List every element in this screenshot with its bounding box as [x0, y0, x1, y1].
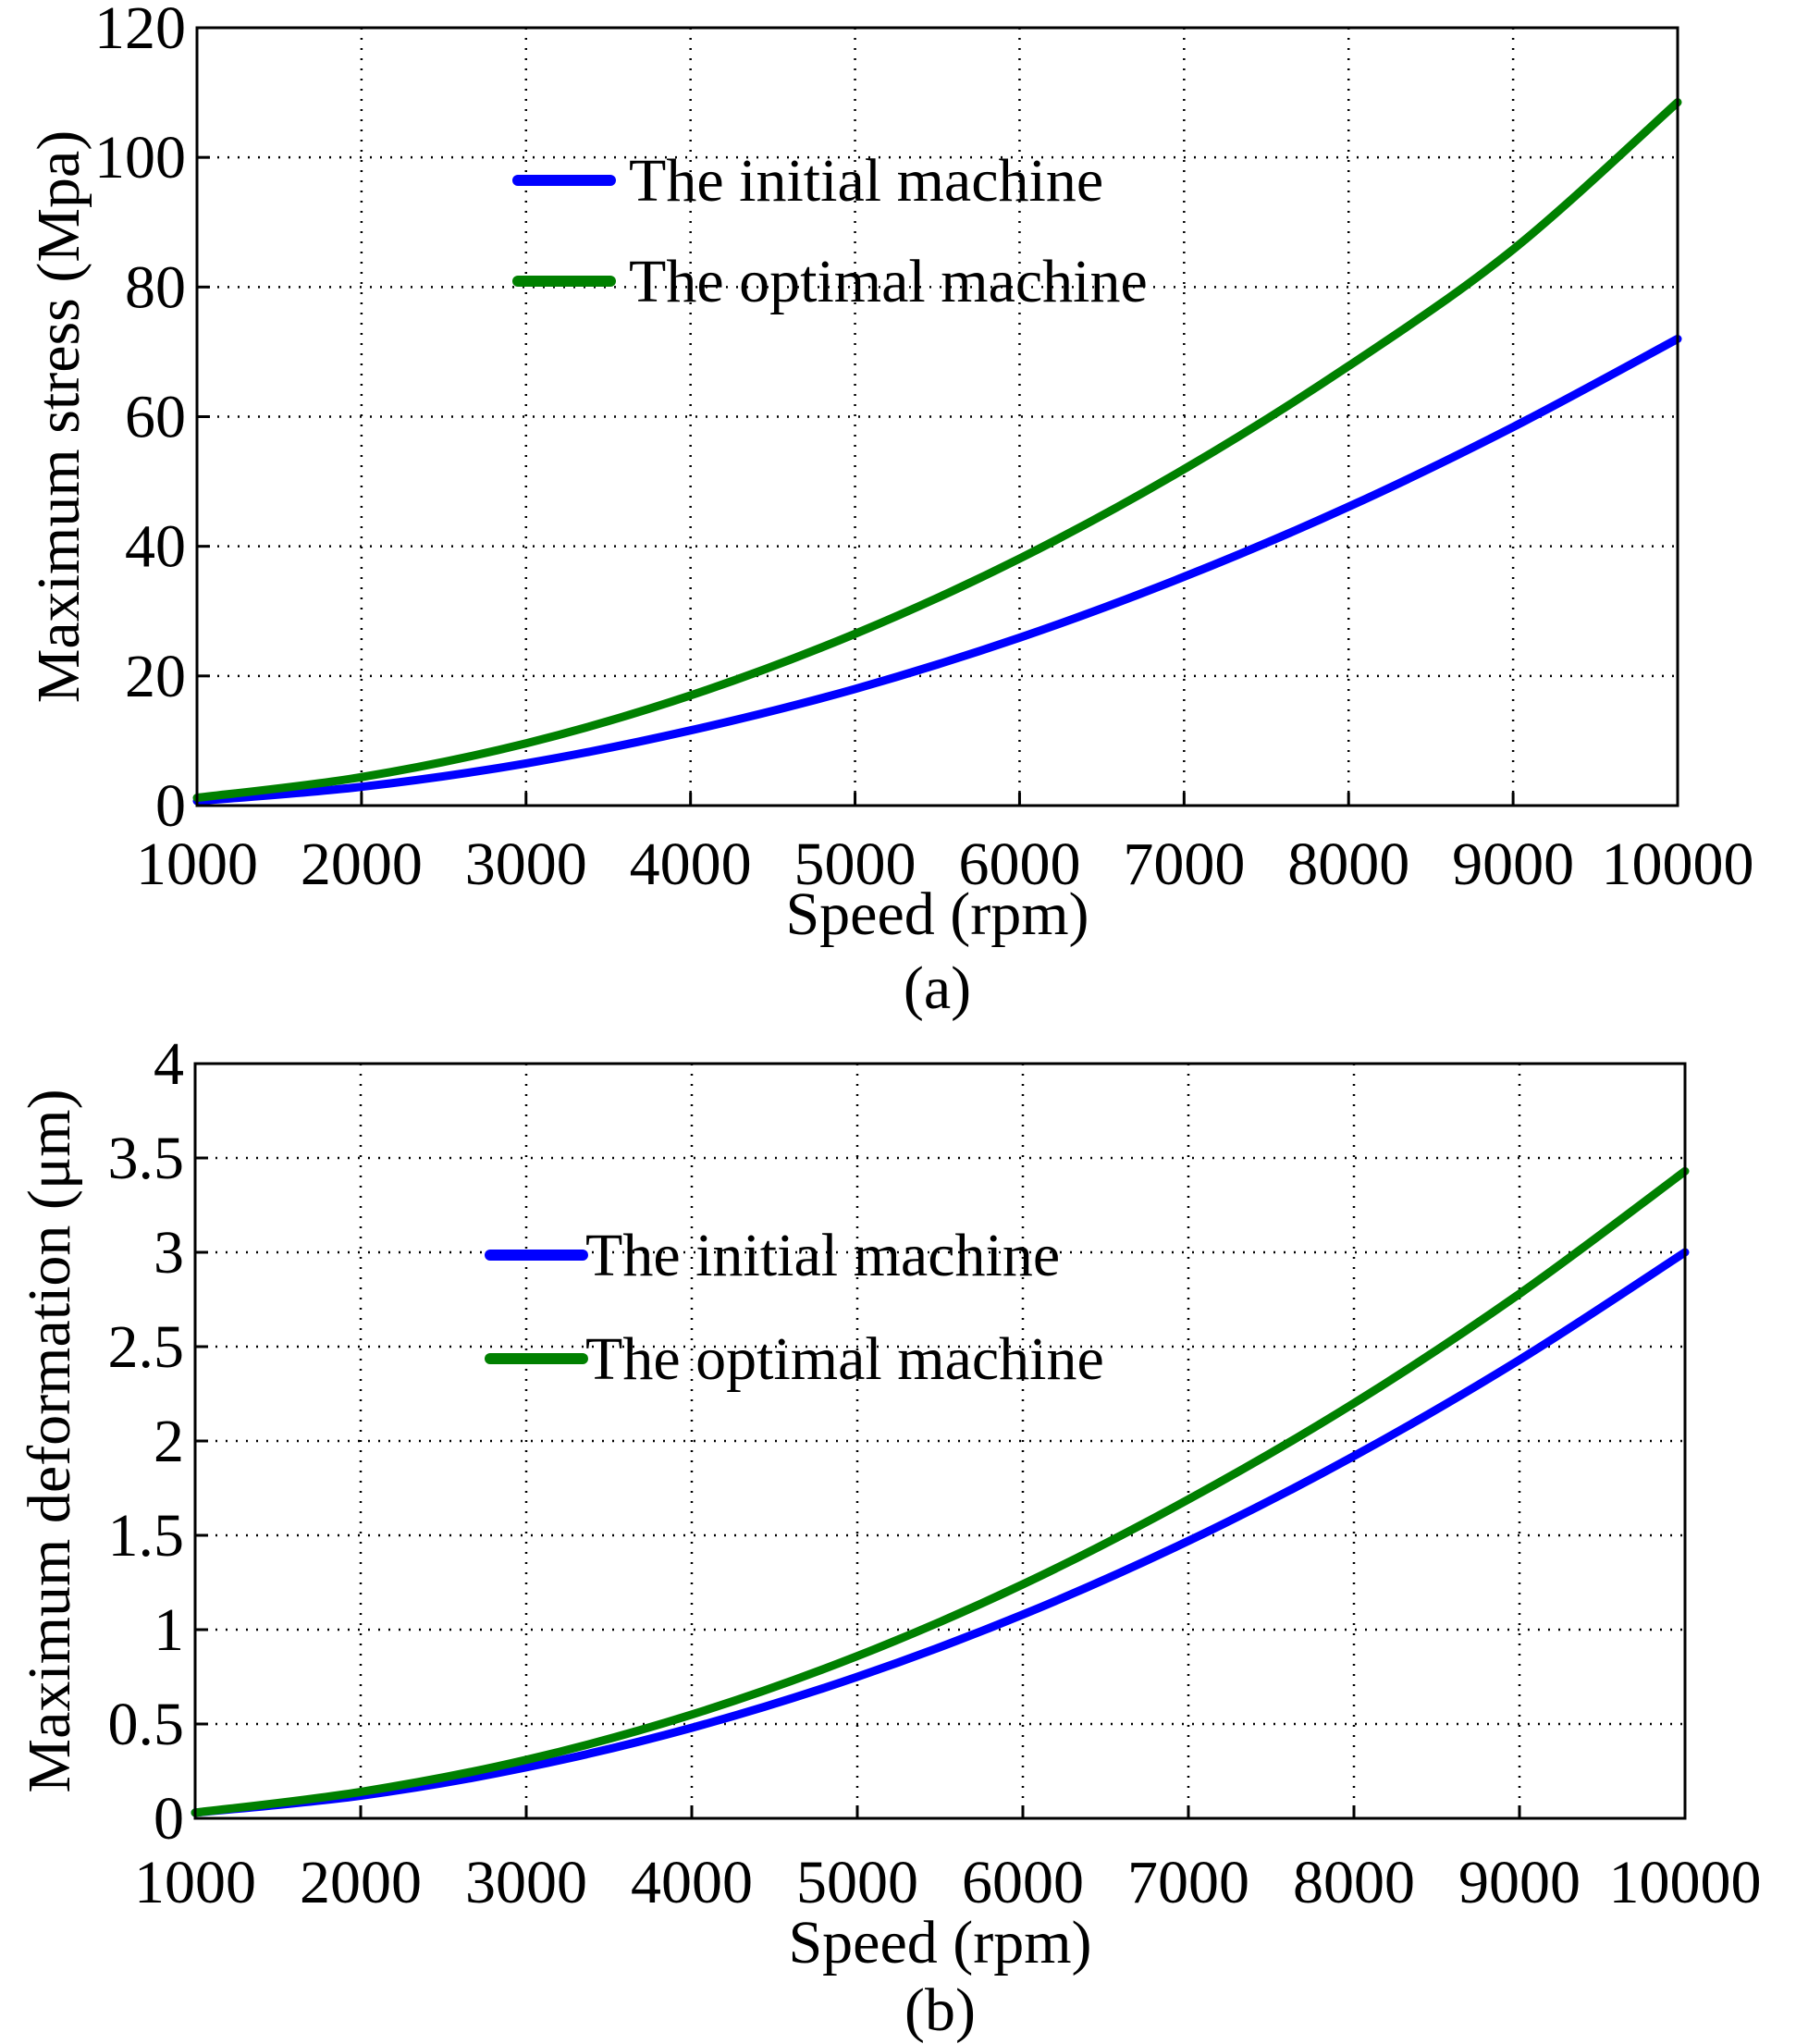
x-tick-label: 8000 — [1287, 831, 1409, 898]
x-tick-label: 8000 — [1293, 1849, 1415, 1916]
series-line-optimal — [191, 1166, 1690, 1817]
y-tick-label: 3 — [154, 1219, 184, 1287]
y-tick-label: 2 — [154, 1408, 184, 1475]
y-tick-labels-b: 0 0.5 1 1.5 2 2.5 3 3.5 4 — [108, 1030, 185, 1853]
y-tick-label: 3.5 — [108, 1125, 185, 1192]
y-tick-label: 100 — [94, 124, 186, 191]
series-line-initial — [192, 334, 1682, 806]
y-tick-labels-a: 0 20 40 60 80 100 120 — [94, 0, 186, 840]
x-tick-labels-a: 1000 2000 3000 4000 5000 6000 7000 8000 9000 1000… — [136, 831, 1754, 898]
x-tick-label: 5000 — [796, 1849, 918, 1916]
legend-label-optimal-b: The optimal machine — [585, 1325, 1104, 1393]
y-tick-label: 20 — [125, 643, 186, 710]
legend-a: The initial machine The optimal machine — [512, 147, 1148, 315]
grid-b — [193, 1062, 1687, 1820]
y-tick-label: 80 — [125, 253, 186, 321]
x-tick-label: 7000 — [1123, 831, 1245, 898]
y-tick-label: 1 — [154, 1596, 184, 1664]
legend-b: The initial machine The optimal machine — [485, 1222, 1104, 1393]
plot-frame-a — [195, 26, 1679, 807]
y-tick-label: 0.5 — [108, 1691, 185, 1758]
y-tick-label: 1.5 — [108, 1502, 185, 1570]
y-axis-label-b: Maximum deformation (μm) — [16, 1089, 83, 1792]
x-tick-label: 1000 — [134, 1849, 256, 1916]
x-tick-label: 3000 — [465, 1849, 587, 1916]
x-tick-label: 4000 — [630, 831, 752, 898]
y-tick-label: 2.5 — [108, 1313, 185, 1381]
x-tick-label: 1000 — [136, 831, 258, 898]
legend-label-optimal-a: The optimal machine — [629, 248, 1148, 315]
chart-panel-a: 1000 2000 3000 4000 5000 6000 7000 8000 9000 1000… — [25, 0, 1753, 1022]
series-lines-a — [192, 98, 1682, 806]
y-tick-label: 40 — [125, 513, 186, 581]
series-lines-b — [191, 1166, 1690, 1817]
chart-panel-b: 1000 2000 3000 4000 5000 6000 7000 8000 9000 1000… — [16, 1030, 1761, 2044]
x-tick-label: 3000 — [465, 831, 587, 898]
series-line-optimal — [192, 98, 1682, 803]
x-axis-label-a: Speed (rpm) — [785, 880, 1089, 948]
legend-label-initial-b: The initial machine — [585, 1222, 1060, 1289]
x-tick-label: 2000 — [300, 1849, 422, 1916]
x-tick-label: 2000 — [301, 831, 423, 898]
x-tick-label: 10000 — [1609, 1849, 1762, 1916]
x-tick-label: 6000 — [962, 1849, 1084, 1916]
caption-a: (a) — [904, 954, 971, 1022]
caption-b: (b) — [904, 1976, 976, 2044]
x-tick-label: 6000 — [958, 831, 1080, 898]
y-tick-label: 60 — [125, 384, 186, 451]
series-line-initial — [191, 1248, 1690, 1817]
y-tick-label: 120 — [94, 0, 186, 62]
y-tick-label: 4 — [154, 1030, 184, 1098]
x-tick-label: 4000 — [631, 1849, 753, 1916]
x-tick-label: 9000 — [1452, 831, 1574, 898]
x-tick-labels-b: 1000 2000 3000 4000 5000 6000 7000 8000 9000 1000… — [134, 1849, 1762, 1916]
y-tick-label: 0 — [154, 1785, 184, 1853]
x-axis-label-b: Speed (rpm) — [788, 1909, 1091, 1976]
y-tick-label: 0 — [155, 772, 186, 840]
x-tick-label: 9000 — [1458, 1849, 1581, 1916]
plot-frame-b — [193, 1062, 1687, 1820]
y-axis-label-a: Maximum stress (Mpa) — [25, 130, 92, 704]
x-tick-label: 7000 — [1127, 1849, 1249, 1916]
x-tick-label: 10000 — [1602, 831, 1754, 898]
legend-label-initial-a: The initial machine — [629, 147, 1103, 215]
grid-a — [195, 26, 1679, 807]
x-tick-label: 5000 — [794, 831, 916, 898]
